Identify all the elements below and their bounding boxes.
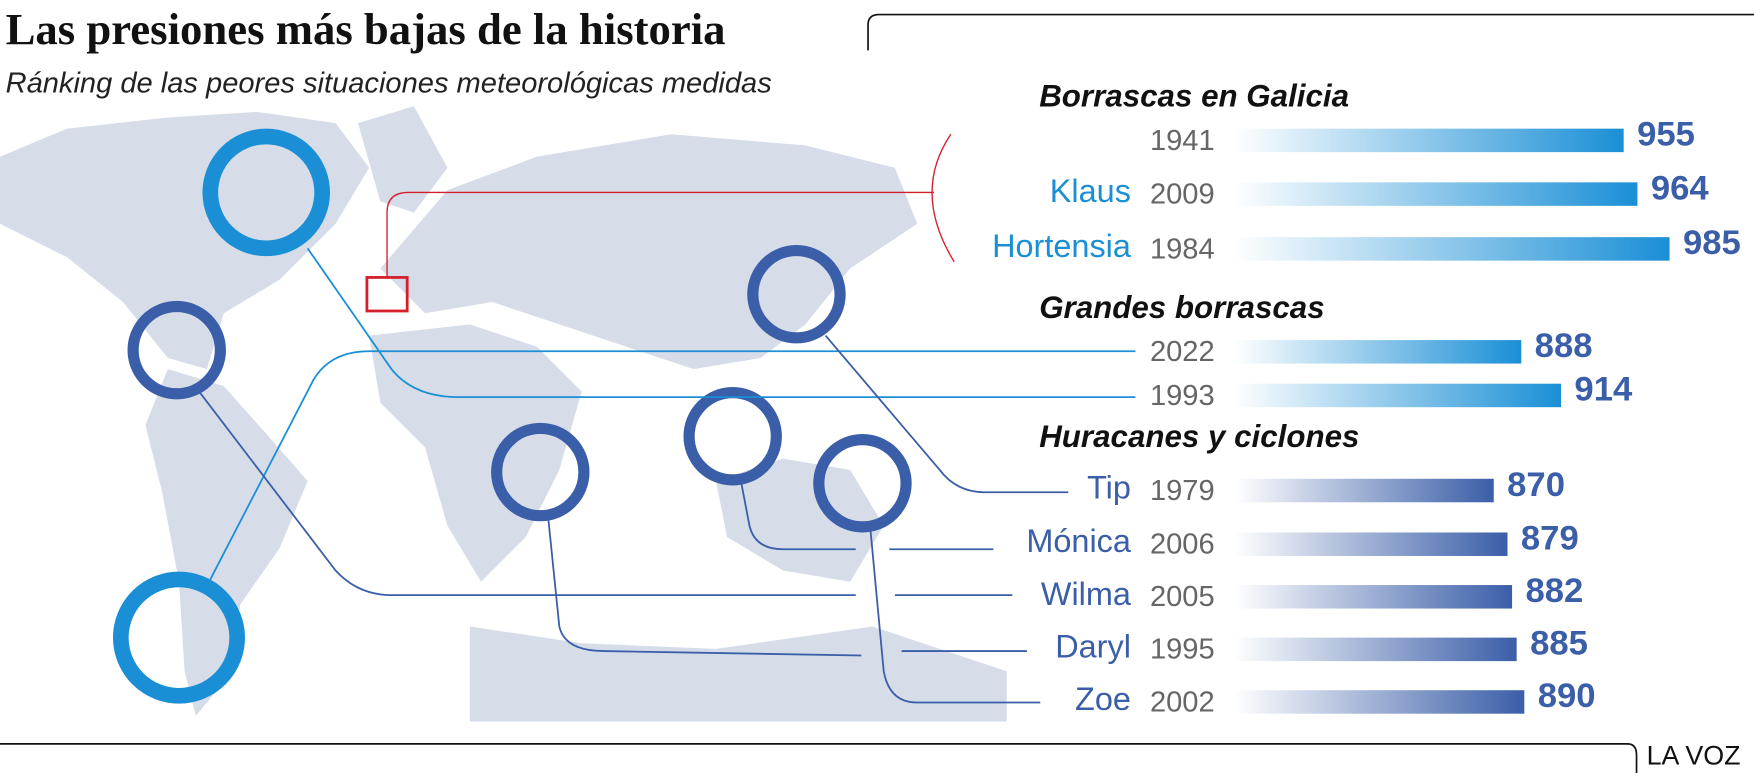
item-name: Klaus	[1050, 173, 1131, 209]
value-label: 879	[1521, 519, 1579, 557]
item-year: 1941	[1150, 125, 1215, 157]
bottom-rule	[0, 743, 1638, 773]
item-name: Tip	[1087, 470, 1131, 506]
group-title: Huracanes y ciclones	[1039, 419, 1359, 454]
item-name: Daryl	[1055, 628, 1131, 664]
value-label: 955	[1637, 116, 1695, 154]
bar	[1233, 383, 1562, 408]
item-year: 2002	[1150, 686, 1215, 718]
group-title: Grandes borrascas	[1039, 290, 1324, 325]
value-label: 914	[1574, 371, 1633, 409]
item-year: 2006	[1150, 529, 1215, 561]
top-rule	[867, 13, 1754, 51]
item-year: 1979	[1150, 475, 1215, 507]
value-label: 870	[1507, 466, 1565, 504]
item-year: 1995	[1150, 634, 1215, 666]
bar	[1233, 128, 1624, 153]
bar	[1233, 637, 1517, 662]
value-label: 890	[1538, 677, 1596, 715]
value-label: 885	[1530, 625, 1588, 663]
item-name: Wilma	[1041, 576, 1132, 612]
bar	[1233, 237, 1670, 261]
bar	[1233, 532, 1508, 556]
chart-title: Las presiones más bajas de la historia	[6, 4, 726, 54]
bar	[1233, 478, 1494, 503]
bar	[1233, 585, 1513, 609]
source: LA VOZ	[1647, 740, 1741, 770]
value-label: 985	[1683, 224, 1741, 262]
world-map	[0, 106, 1007, 722]
item-year: 1993	[1150, 380, 1215, 412]
group-title: Borrascas en Galicia	[1039, 79, 1349, 114]
item-name: Zoe	[1075, 681, 1131, 717]
bar	[1233, 690, 1525, 714]
map-markers	[112, 128, 1136, 704]
item-name: Hortensia	[992, 228, 1132, 264]
value-label: 882	[1526, 572, 1584, 610]
item-name: Mónica	[1026, 523, 1132, 559]
item-year: 2005	[1150, 581, 1215, 613]
bar	[1233, 182, 1638, 206]
chart-subtitle: Ránking de las peores situaciones meteor…	[6, 68, 772, 100]
item-year: 2009	[1150, 178, 1215, 210]
bar	[1233, 340, 1522, 364]
item-year: 2022	[1150, 336, 1215, 368]
value-label: 964	[1651, 169, 1710, 207]
item-year: 1984	[1150, 233, 1215, 265]
value-label: 888	[1535, 327, 1593, 365]
